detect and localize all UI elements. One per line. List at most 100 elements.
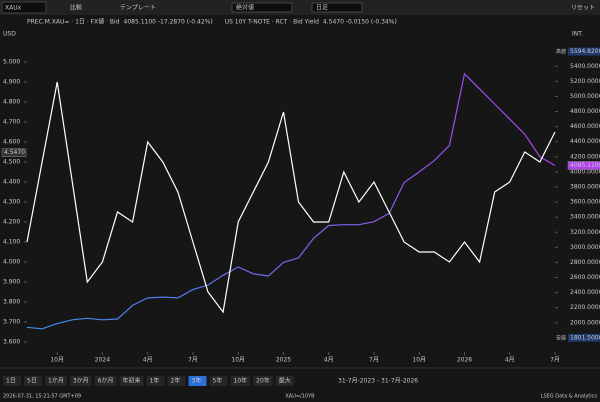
y-tick-label: 3.900 xyxy=(3,279,20,286)
y2-tick-label: 4600.0000 xyxy=(570,123,600,130)
timestamp: 2026-07-31, 15:21:57 GMT+09 xyxy=(3,394,81,400)
low-tag: 安値 xyxy=(556,334,566,341)
y2-tick-label: 3400.0000 xyxy=(570,214,600,221)
range-button-label[interactable]: 1年 xyxy=(150,377,160,385)
range-button[interactable] xyxy=(167,376,186,386)
y2-tick-label: 2800.0000 xyxy=(570,259,600,266)
x-tick-label: 7月 xyxy=(188,357,198,364)
scale-select[interactable] xyxy=(231,2,293,13)
range-button-label[interactable]: 5年 xyxy=(213,377,223,385)
range-button[interactable] xyxy=(253,376,273,386)
range-button[interactable] xyxy=(3,376,21,386)
legend-name[interactable]: PREC.M.XAU= · 1日 · FX値 · Bid xyxy=(27,18,120,26)
y2-unit: INT. xyxy=(572,31,583,38)
range-button-label[interactable]: 20年 xyxy=(256,377,270,385)
y2-tick-label: 5000.0000 xyxy=(570,93,600,100)
search-box[interactable] xyxy=(1,1,47,14)
y-tick-label: 4.300 xyxy=(3,199,20,206)
range-button-label[interactable]: 3年 xyxy=(192,377,202,385)
y2-tick-label: 4200.0000 xyxy=(570,153,600,160)
low-label: 1801.5000 xyxy=(570,334,600,341)
range-button[interactable] xyxy=(275,376,294,386)
range-button-label[interactable]: 2年 xyxy=(171,377,181,385)
compare-button[interactable]: 比較 xyxy=(70,4,82,12)
scale-text[interactable]: 絶対値 xyxy=(236,4,254,12)
x-tick-label: 2025 xyxy=(276,357,291,364)
range-button[interactable] xyxy=(146,376,165,386)
x-tick-label: 4月 xyxy=(143,357,153,364)
y-tick-label: 5.000 xyxy=(3,59,20,66)
template-button[interactable]: テンプレート xyxy=(120,5,156,12)
y-tick-label: 3.800 xyxy=(3,299,20,306)
x-tick-label: 4月 xyxy=(324,357,334,364)
y2-tick-label: 4000.0000 xyxy=(570,168,600,175)
range-button-label[interactable]: 1日 xyxy=(6,378,16,385)
y-tick-label: 4.100 xyxy=(3,239,20,246)
x-tick-label: 7月 xyxy=(369,357,379,364)
range-button-label[interactable]: 最大 xyxy=(279,377,291,385)
high-label: 5594.8200 xyxy=(570,48,600,55)
y-tick-label: 3.600 xyxy=(3,339,20,346)
y2-tick-label: 3200.0000 xyxy=(570,229,600,236)
range-button[interactable] xyxy=(209,376,228,386)
last-value-box xyxy=(1,148,27,157)
y2-tick-label: 4800.0000 xyxy=(570,108,600,115)
x-tick-label: 2026 xyxy=(457,357,472,364)
interval-text[interactable]: 日足 xyxy=(316,5,328,12)
y2-tick-label: 2400.0000 xyxy=(570,289,600,296)
high-tag: 高値 xyxy=(556,48,566,55)
range-button[interactable] xyxy=(45,376,67,386)
y-tick-label: 4.400 xyxy=(3,179,20,186)
x-tick-label: 10月 xyxy=(50,357,64,364)
y2-tick-label: 5400.0000 xyxy=(570,63,600,70)
y-tick-label: 3.700 xyxy=(3,319,20,326)
series-line xyxy=(26,72,556,330)
source: LSEG Data & Analytics xyxy=(541,394,598,400)
y2-tick-label: 2600.0000 xyxy=(570,274,600,281)
range-button[interactable] xyxy=(230,376,251,386)
legend-quote: 4085.1100 -17.2870 (-0.42%) xyxy=(124,19,213,26)
y2-tick-label: 2000.0000 xyxy=(570,319,600,326)
y-tick-label: 4.000 xyxy=(3,259,20,266)
y-tick-label: 4.900 xyxy=(3,79,20,86)
y-unit: USD xyxy=(3,31,16,38)
range-button-label[interactable]: 年初来 xyxy=(122,377,140,385)
y2-tick-label: 4400.0000 xyxy=(570,138,600,145)
x-tick-label: 10月 xyxy=(231,357,245,364)
y2-tick-label: 3600.0000 xyxy=(570,199,600,206)
y-tick-label: 4.600 xyxy=(3,139,20,146)
y-tick-label: 4.500 xyxy=(3,159,20,166)
search-text[interactable]: XAUx xyxy=(5,5,22,12)
last-value-label: 4.5470 xyxy=(4,149,25,156)
x-tick-label: 4月 xyxy=(505,357,515,364)
range-button-label[interactable]: 3か月 xyxy=(73,378,89,385)
symbols: XAU=/10YB xyxy=(285,394,315,400)
range-button-label[interactable]: 6か月 xyxy=(98,378,114,385)
x-tick-label: 7月 xyxy=(550,357,560,364)
range-button-label[interactable]: 10年 xyxy=(234,377,248,385)
interval-select[interactable] xyxy=(311,2,363,13)
x-tick-label: 10月 xyxy=(412,357,426,364)
range-button[interactable] xyxy=(188,376,207,386)
range-button-label[interactable]: 5日 xyxy=(27,378,37,385)
reset-button[interactable]: リセット xyxy=(571,5,595,12)
high-box xyxy=(568,47,600,56)
low-box xyxy=(568,333,600,342)
series-line xyxy=(26,81,556,314)
range-button[interactable] xyxy=(69,376,92,386)
y2-tick-label: 3000.0000 xyxy=(570,244,600,251)
x-tick-label: 2024 xyxy=(95,357,110,364)
last-value-box xyxy=(567,161,600,170)
range-button[interactable] xyxy=(94,376,117,386)
legend-name[interactable]: US 10Y T-NOTE · RCT · Bid Yield xyxy=(225,19,319,26)
date-range[interactable]: 31-7月-2023 - 31-7月-2026 xyxy=(338,378,418,385)
y-tick-label: 4.200 xyxy=(3,219,20,226)
range-button[interactable] xyxy=(24,376,42,386)
range-button-label[interactable]: 1か月 xyxy=(48,378,64,385)
y2-tick-label: 2200.0000 xyxy=(570,304,600,311)
range-button[interactable] xyxy=(119,376,144,386)
y2-tick-label: 5200.0000 xyxy=(570,78,600,85)
